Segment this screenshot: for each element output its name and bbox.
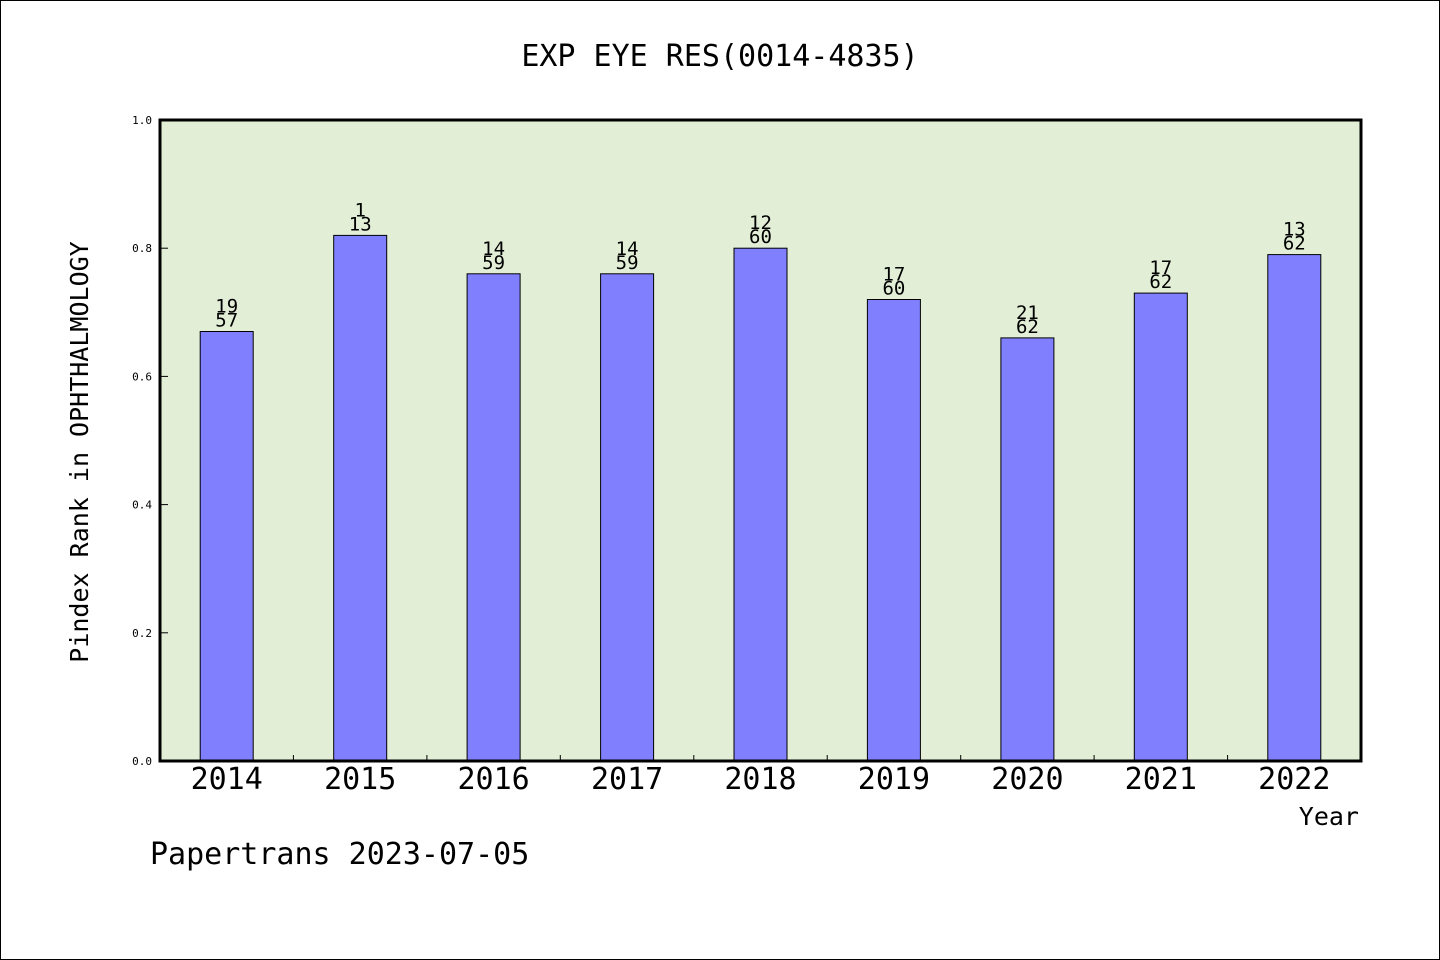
- bar-rank-label: 17: [882, 264, 905, 286]
- x-tick-label: 2017: [591, 762, 663, 797]
- bar-total-label: 62: [1016, 316, 1039, 338]
- x-tick-label: 2019: [858, 762, 930, 797]
- bar-2018: [733, 247, 788, 762]
- x-tick-label: 2015: [324, 762, 396, 797]
- plot-frame: [158, 118, 1363, 763]
- y-tick-label: 0.4: [132, 499, 152, 512]
- x-tick-label: 2020: [991, 762, 1063, 797]
- y-tick-label: 0.0: [132, 755, 152, 768]
- bar-total-label: 13: [349, 213, 372, 235]
- bar-total-label: 60: [882, 278, 905, 300]
- bar-rank-label: 13: [1283, 219, 1306, 241]
- x-tick-label: 2016: [457, 762, 529, 797]
- bar-2022: [1267, 254, 1322, 762]
- bar-rank-label: 19: [215, 296, 238, 318]
- y-tick-label: 1.0: [132, 114, 152, 127]
- x-tick-label: 2021: [1125, 762, 1197, 797]
- y-tick-label: 0.8: [132, 242, 152, 255]
- bar-rank-label: 17: [1149, 257, 1172, 279]
- x-tick-label: 2014: [191, 762, 263, 797]
- bar-2019: [866, 299, 921, 762]
- x-axis-ticks: 2014 2015 2016 2017 2018 2019 2020 2021 2022: [191, 755, 1330, 797]
- bar-total-label: 60: [749, 226, 772, 248]
- y-axis-label: Pindex Rank in OPHTHALMOLOGY: [65, 241, 94, 662]
- chart-title: EXP EYE RES(0014-4835): [521, 39, 918, 74]
- bar-total-label: 62: [1149, 271, 1172, 293]
- bar-2017: [600, 273, 655, 762]
- bar-total-label: 62: [1283, 233, 1306, 255]
- bar-2016: [466, 273, 521, 762]
- x-axis-label: Year: [1299, 802, 1359, 831]
- y-tick-label: 0.6: [132, 370, 152, 383]
- bar-total-label: 59: [616, 252, 639, 274]
- bar-rank-label: 21: [1016, 302, 1039, 324]
- bar-rank-label: 14: [616, 238, 639, 260]
- bar-2015: [333, 234, 388, 762]
- x-tick-label: 2022: [1258, 762, 1330, 797]
- footer-credit: Papertrans 2023-07-05: [150, 837, 529, 872]
- bar-rank-label: 14: [482, 238, 505, 260]
- bar-rank-label: 1: [354, 199, 365, 221]
- bar-total-label: 57: [215, 310, 238, 332]
- bar-2021: [1133, 292, 1188, 762]
- x-tick-label: 2018: [724, 762, 796, 797]
- bar-rank-label: 12: [749, 212, 772, 234]
- bars-group: [199, 234, 1322, 762]
- y-tick-label: 0.2: [132, 627, 152, 640]
- bar-2014: [199, 331, 254, 762]
- bar-2020: [1000, 337, 1055, 762]
- bar-total-label: 59: [482, 252, 505, 274]
